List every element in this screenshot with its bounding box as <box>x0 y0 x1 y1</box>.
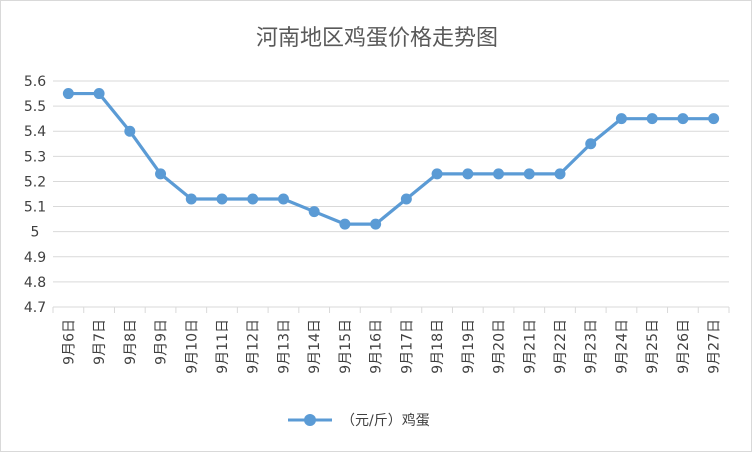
data-point <box>93 88 105 100</box>
data-point <box>155 168 167 180</box>
chart-title: 河南地区鸡蛋价格走势图 <box>256 26 498 51</box>
x-axis-ticks: 9月6日 9月7日 9月8日 9月9日 9月10日 9月11日 9月12日 9月13日 9月14… <box>61 319 722 374</box>
data-point <box>339 218 351 230</box>
series-line <box>68 91 714 226</box>
y-tick-label: 5.5 <box>24 99 46 115</box>
data-point <box>708 113 720 125</box>
data-point <box>523 168 535 180</box>
x-tick-label: 9月26日 <box>676 319 692 374</box>
x-tick-label: 9月16日 <box>369 319 385 374</box>
y-tick-label: 5.4 <box>24 124 46 140</box>
y-tick-label: 5.3 <box>24 149 46 165</box>
data-point <box>370 218 382 230</box>
data-point <box>308 206 320 218</box>
y-tick-label: 5.1 <box>24 200 46 216</box>
data-point <box>646 113 658 125</box>
x-tick-label: 9月22日 <box>553 319 569 374</box>
x-tick-label: 9月23日 <box>584 319 600 374</box>
data-point <box>124 125 136 137</box>
x-tick-label: 9月25日 <box>645 319 661 374</box>
legend-marker <box>304 414 316 426</box>
data-point <box>277 193 289 205</box>
x-tick-label: 9月15日 <box>338 319 354 374</box>
x-tick-label: 9月11日 <box>215 319 231 374</box>
x-tick-label: 9月10日 <box>184 319 200 374</box>
y-tick-label: 4.8 <box>24 275 46 291</box>
x-tick-label: 9月21日 <box>522 319 538 374</box>
data-point <box>216 193 228 205</box>
x-tick-label: 9月9日 <box>154 319 170 365</box>
y-tick-label: 4.7 <box>24 300 46 316</box>
x-tick-label: 9月8日 <box>123 319 139 365</box>
grid-lines <box>52 80 730 313</box>
data-point <box>462 168 474 180</box>
legend: （元/斤）鸡蛋 <box>288 412 430 429</box>
legend-label: （元/斤）鸡蛋 <box>341 412 430 429</box>
y-tick-label: 5 <box>31 225 40 241</box>
x-tick-label: 9月18日 <box>430 319 446 374</box>
series-layer <box>62 88 720 230</box>
x-tick-label: 9月24日 <box>614 319 630 374</box>
data-point <box>400 193 412 205</box>
data-point <box>493 168 505 180</box>
x-tick-label: 9月12日 <box>246 319 262 374</box>
y-tick-label: 4.9 <box>24 250 46 266</box>
x-tick-label: 9月7日 <box>92 319 108 365</box>
data-point <box>677 113 689 125</box>
data-point <box>585 138 597 150</box>
data-point <box>185 193 197 205</box>
data-point <box>615 113 627 125</box>
x-tick-label: 9月20日 <box>492 319 508 374</box>
x-tick-label: 9月19日 <box>461 319 477 374</box>
x-tick-label: 9月14日 <box>307 319 323 374</box>
data-point <box>247 193 259 205</box>
x-tick-label: 9月27日 <box>707 319 723 374</box>
x-tick-label: 9月13日 <box>276 319 292 374</box>
x-tick-label: 9月6日 <box>61 319 77 365</box>
x-tick-label: 9月17日 <box>399 319 415 374</box>
y-tick-label: 5.6 <box>24 74 46 90</box>
y-axis-ticks: 5.6 5.5 5.4 5.3 5.2 5.1 5 4.9 4.8 4.7 <box>24 74 46 316</box>
data-point <box>554 168 566 180</box>
data-point <box>431 168 443 180</box>
data-point <box>62 88 74 100</box>
y-tick-label: 5.2 <box>24 174 46 190</box>
